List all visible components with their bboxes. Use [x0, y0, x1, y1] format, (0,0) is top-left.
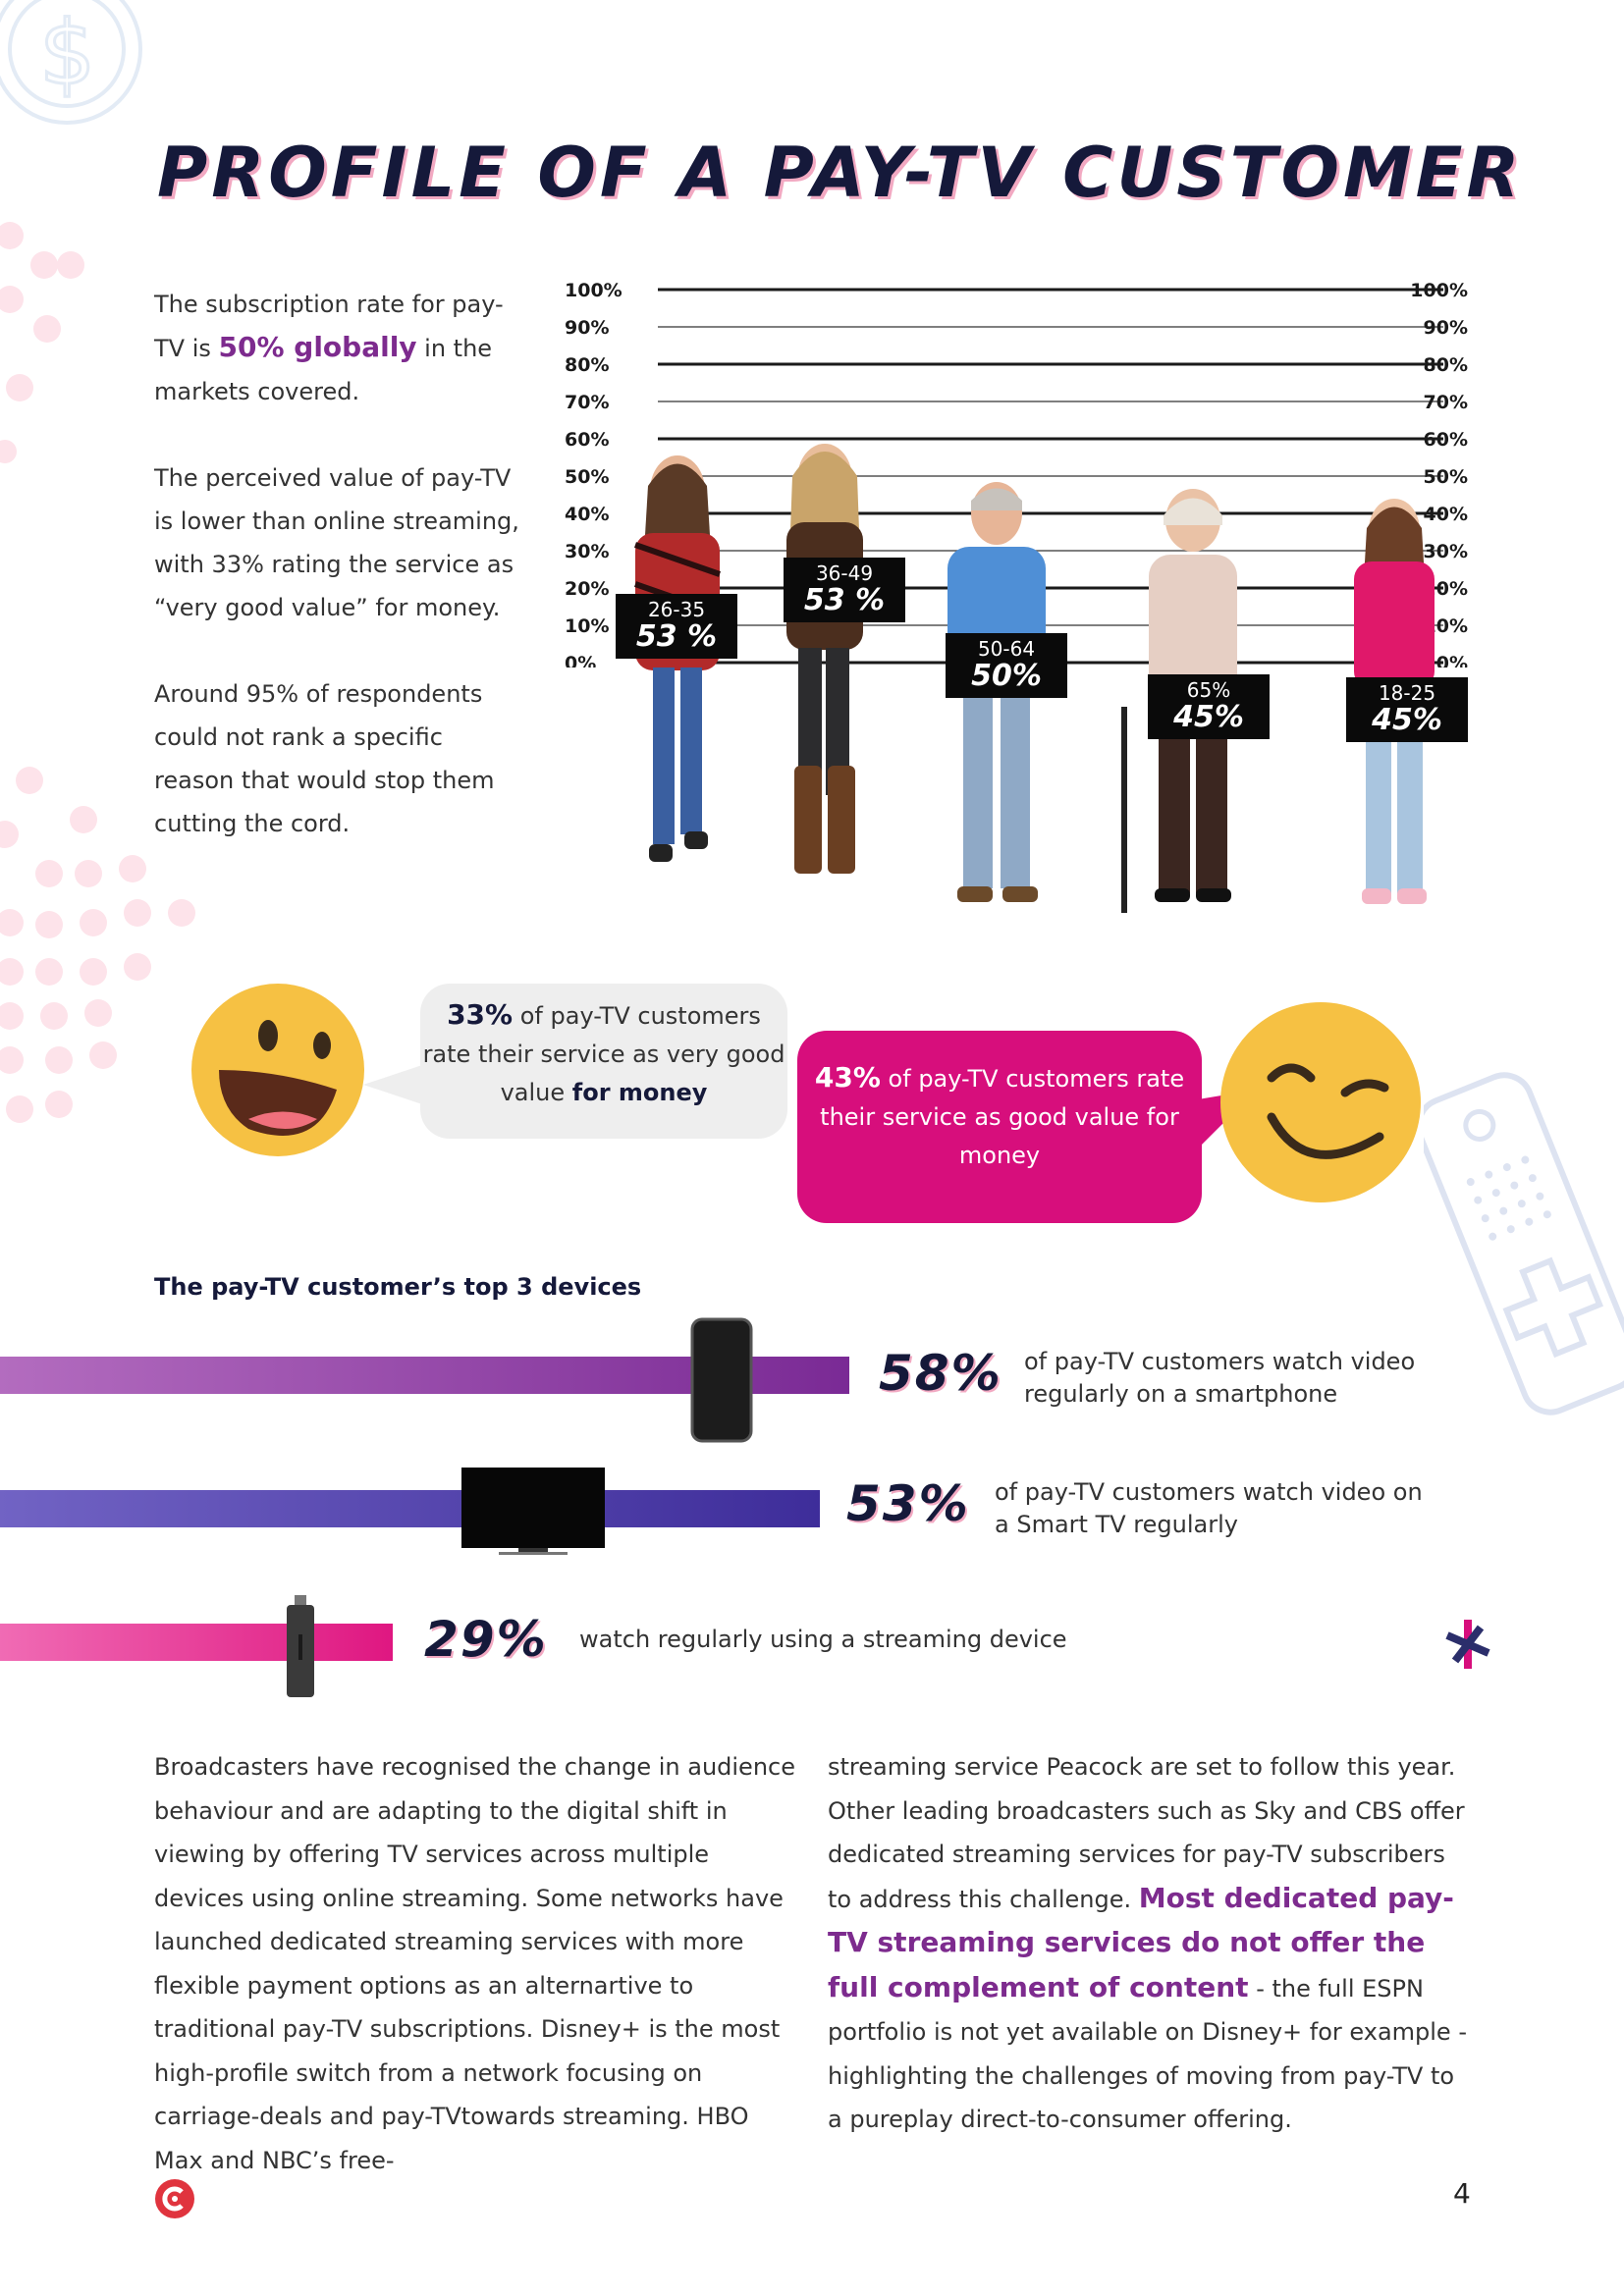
smart-tv-icon [461, 1468, 605, 1555]
y-tick-label-left: 50% [565, 466, 609, 488]
intro-paragraph-3: Around 95% of respondents could not rank… [154, 680, 495, 837]
device-bar-streaming-device [0, 1624, 393, 1661]
device-text-streaming-device: watch regularly using a streaming device [579, 1626, 1067, 1653]
brand-logo-icon [155, 2179, 194, 2218]
dot-pattern-middle [0, 767, 195, 1123]
y-tick-label-right: 100% [1410, 280, 1468, 301]
intro-paragraph-1: The subscription rate for pay-TV is 50% … [154, 283, 527, 413]
age-label: 36-49 [815, 561, 874, 585]
age-tag-65: 65% 45% [1148, 674, 1270, 739]
page-number: 4 [1453, 2177, 1471, 2210]
age-percent: 50% [971, 659, 1042, 693]
people-lineup: 26-35 53 % 36-49 53 % 50-64 50% 65% 45% … [565, 432, 1468, 942]
y-tick-label-left: 30% [565, 541, 609, 562]
dot-pattern-top [0, 222, 84, 463]
y-tick-label-left: 0% [565, 653, 596, 667]
y-tick-label-left: 40% [565, 504, 609, 525]
body-column-left: Broadcasters have recognised the change … [154, 1753, 795, 2174]
streaming-stick-icon [287, 1595, 314, 1697]
body-column-right: streaming service Peacock are set to fol… [828, 1745, 1476, 2142]
pink-bubble-pct: 43% [814, 1061, 881, 1094]
age-tag-50-64: 50-64 50% [946, 633, 1067, 698]
winking-emoji-icon [1220, 1002, 1421, 1202]
person-woman-brown-top [786, 444, 863, 874]
remote-control-icon [1424, 1072, 1624, 1415]
y-tick-label-left: 10% [565, 615, 609, 637]
device-text-smartphone: of pay-TV customers watch video regularl… [1024, 1348, 1416, 1408]
y-tick-label-left: 90% [565, 317, 609, 339]
body-right-highlight: Most dedicated pay-TV streaming services… [828, 1881, 1454, 2003]
intro-p1-tail: in the markets covered. [154, 335, 493, 405]
y-tick-label-right: 0% [1436, 653, 1468, 667]
y-tick-label-left: 60% [565, 429, 609, 451]
intro-text: The subscription rate for pay-TV is 50% … [154, 283, 527, 888]
y-tick-label-left: 100% [565, 280, 623, 301]
body-right-text-a: streaming service Peacock are set to fol… [828, 1753, 1465, 1913]
y-tick-label-left: 80% [565, 354, 609, 376]
grey-speech-bubble: 33% of pay-TV customers rate their servi… [420, 984, 787, 1139]
age-percent: 53 % [803, 583, 886, 617]
device-pct-streaming-device: 29% [424, 1611, 548, 1668]
device-pct-smartphone: 58% [879, 1345, 1002, 1402]
device-pct-smart-tv: 53% [846, 1475, 970, 1532]
grey-bubble-pct: 33% [447, 998, 514, 1031]
age-percent: 45% [1173, 700, 1244, 734]
age-percent: 45% [1372, 703, 1442, 737]
grey-bubble-tail [363, 1065, 422, 1104]
pink-speech-bubble: 43% of pay-TV customers rate their servi… [797, 1031, 1202, 1223]
grey-bubble-bold: for money [571, 1079, 708, 1106]
y-tick-label-left: 20% [565, 578, 609, 600]
age-label: 18-25 [1378, 681, 1436, 705]
age-label: 50-64 [977, 637, 1036, 661]
y-tick-label-right: 90% [1424, 317, 1468, 339]
y-tick-label-right: 50% [1424, 466, 1468, 488]
person-woman-plaid-shirt [634, 455, 721, 862]
intro-p1-highlight: 50% globally [218, 331, 417, 363]
age-tag-36-49: 36-49 53 % [784, 558, 905, 622]
y-tick-label-right: 30% [1424, 541, 1468, 562]
grey-bubble-text: of pay-TV customers rate their service a… [422, 1002, 785, 1106]
device-text-smart-tv: of pay-TV customers watch video on a Sma… [995, 1478, 1423, 1538]
cross-mark-icon [1445, 1620, 1490, 1669]
pink-bubble-text: of pay-TV customers rate their service a… [820, 1065, 1185, 1169]
age-label: 65% [1186, 678, 1231, 702]
age-percent: 53 % [635, 619, 718, 654]
body-right-text-b: - the full ESPN portfolio is not yet ava… [828, 1974, 1467, 2134]
y-tick-label-right: 70% [1424, 392, 1468, 413]
y-tick-label-right: 80% [1424, 354, 1468, 376]
laughing-emoji-icon [191, 984, 364, 1156]
smartphone-icon [690, 1317, 753, 1443]
intro-paragraph-2: The perceived value of pay-TV is lower t… [154, 464, 519, 621]
y-tick-label-right: 40% [1424, 504, 1468, 525]
svg-text:$: $ [39, 2, 95, 105]
intro-p1-text: The subscription rate for pay-TV is [154, 291, 504, 362]
y-tick-label-right: 60% [1424, 429, 1468, 451]
age-tag-26-35: 26-35 53 % [616, 594, 737, 659]
age-label: 26-35 [647, 598, 706, 621]
dollar-coin-icon: $ [0, 0, 142, 125]
device-bar-smart-tv [0, 1490, 820, 1527]
age-tag-18-25: 18-25 45% [1346, 677, 1468, 742]
devices-heading: The pay-TV customer’s top 3 devices [154, 1273, 642, 1301]
y-tick-label-left: 70% [565, 392, 609, 413]
page-title: PROFILE OF A PAY-TV CUSTOMER [157, 133, 1524, 213]
